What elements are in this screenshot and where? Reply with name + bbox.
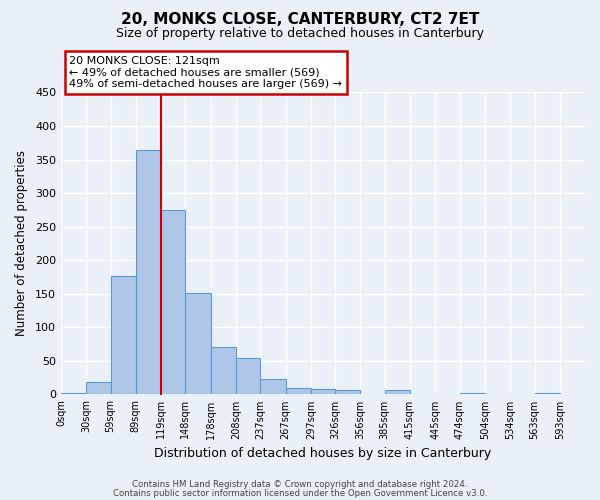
Bar [136,150,161,394]
Text: Contains public sector information licensed under the Open Government Licence v3: Contains public sector information licen… [113,488,487,498]
Text: 20 MONKS CLOSE: 121sqm
← 49% of detached houses are smaller (569)
49% of semi-de: 20 MONKS CLOSE: 121sqm ← 49% of detached… [70,56,343,89]
Bar [211,347,236,395]
Text: Size of property relative to detached houses in Canterbury: Size of property relative to detached ho… [116,28,484,40]
Bar [185,293,211,394]
Bar [335,390,361,394]
Bar [535,393,560,394]
Bar [286,388,311,394]
Bar [311,389,335,394]
Y-axis label: Number of detached properties: Number of detached properties [15,150,28,336]
Text: Contains HM Land Registry data © Crown copyright and database right 2024.: Contains HM Land Registry data © Crown c… [132,480,468,489]
Bar [460,393,485,394]
Bar [385,390,410,394]
Bar [86,382,110,394]
Bar [236,358,260,395]
Bar [110,276,136,394]
Text: 20, MONKS CLOSE, CANTERBURY, CT2 7ET: 20, MONKS CLOSE, CANTERBURY, CT2 7ET [121,12,479,28]
Bar [61,393,86,394]
X-axis label: Distribution of detached houses by size in Canterbury: Distribution of detached houses by size … [154,447,491,460]
Bar [260,379,286,394]
Bar [161,210,185,394]
